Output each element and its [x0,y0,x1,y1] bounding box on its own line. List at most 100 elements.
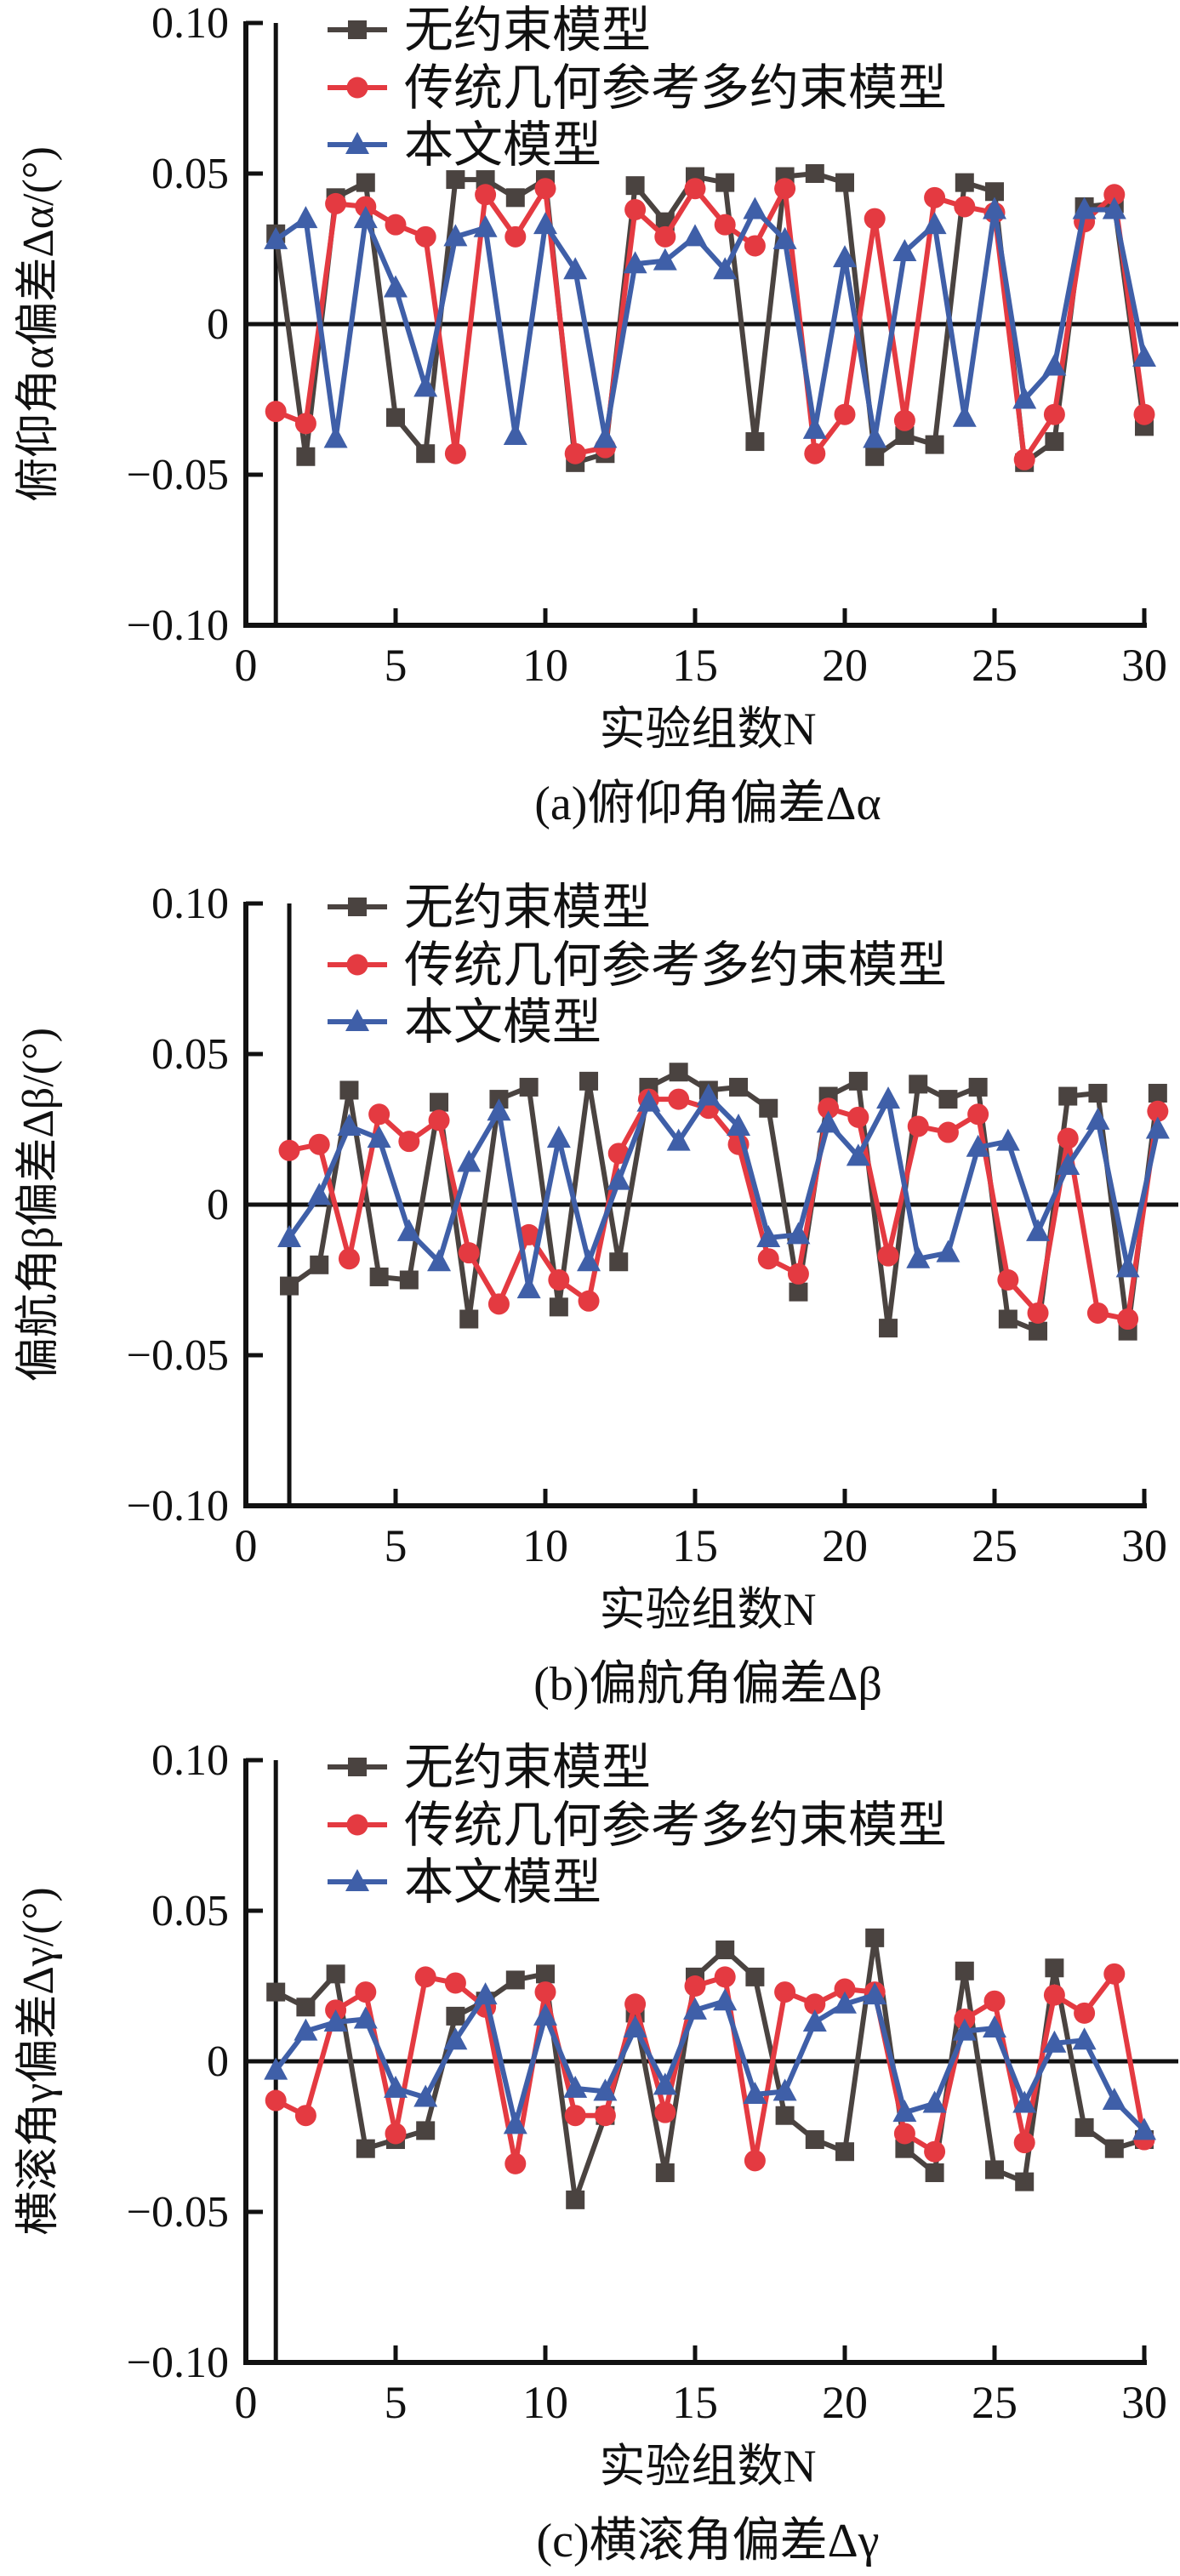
square-marker [895,425,915,445]
circle-marker [265,401,287,423]
series-line [274,205,1147,440]
square-marker [386,407,405,427]
x-tick-label: 20 [822,1520,868,1571]
square-marker [1015,2172,1035,2191]
y-tick-label: −0.05 [127,2188,229,2237]
x-tick-label: 20 [822,640,868,691]
y-tick-label: −0.10 [127,601,229,650]
circle-marker [684,178,706,200]
chart-caption: (c)横滚角偏差Δγ [537,2515,880,2567]
circle-marker [368,1103,390,1126]
circle-marker [893,2123,915,2145]
x-tick-label: 25 [972,640,1018,691]
square-marker [505,1970,525,1990]
legend-label: 本文模型 [404,117,601,173]
square-marker [955,1961,974,1980]
series-unconstrained [280,1063,1167,1341]
circle-marker [1027,1302,1049,1324]
triangle-marker [1012,2090,1037,2113]
square-marker [579,1071,599,1091]
circle-marker [355,1981,377,2003]
square-marker [266,1982,286,2002]
x-tick-label: 5 [385,640,408,691]
triangle-marker [1072,2027,1097,2050]
triangle-marker [345,1869,369,1891]
y-tick-label: 0.05 [151,1887,229,1935]
circle-marker [414,225,436,248]
square-marker [416,2121,436,2140]
triangle-marker [307,1183,332,1205]
legend-item: 本文模型 [328,994,601,1050]
circle-marker [504,225,527,248]
circle-marker [428,1109,450,1131]
circle-marker [1043,403,1065,425]
circle-marker [834,1978,856,2000]
triangle-marker [337,1113,362,1136]
circle-marker [1043,1984,1065,2006]
triangle-marker [277,1224,302,1247]
circle-marker [578,1290,600,1312]
legend-label: 传统几何参考多约束模型 [404,1798,947,1853]
square-marker [865,1928,885,1947]
y-tick-label: −0.10 [127,1482,229,1530]
square-marker [715,173,735,192]
x-tick-label: 10 [522,2377,568,2428]
circle-marker [967,1103,989,1126]
square-marker [505,188,525,208]
square-marker [296,447,316,466]
chart-panel-a: 0.100.050−0.05−0.100 5 10 15 20 25 30实验组数N(a)俯… [14,0,1178,830]
square-marker [848,1071,868,1091]
square-marker [1045,1958,1064,1978]
circle-marker [997,1269,1019,1291]
square-marker [348,1758,367,1776]
triangle-marker [473,1982,498,2005]
series-proposed [264,1982,1156,2140]
circle-marker [548,1269,570,1291]
square-marker [909,1074,928,1094]
circle-marker [294,2105,316,2127]
circle-marker [1133,403,1155,425]
triangle-marker [756,1224,781,1247]
triangle-marker [995,1128,1020,1151]
legend-item: 传统几何参考多约束模型 [328,938,947,993]
y-tick-label: 0 [207,1181,229,1229]
triangle-marker [713,257,738,280]
y-tick-label: −0.05 [127,451,229,499]
circle-marker [654,2101,676,2123]
triangle-marker [892,239,917,262]
square-marker [519,1077,539,1097]
triangle-marker [786,1222,811,1245]
circle-marker [385,2123,407,2145]
square-marker [985,2160,1004,2180]
triangle-marker [294,2018,318,2041]
triangle-marker [666,1128,691,1151]
circle-marker [278,1139,300,1161]
circle-marker [475,184,497,206]
square-marker [356,173,375,192]
circle-marker [714,214,736,236]
y-tick-label: −0.10 [127,2339,229,2387]
triangle-marker [1056,1152,1080,1175]
square-marker [1045,432,1064,452]
triangle-marker [772,2078,797,2101]
square-marker [669,1063,688,1082]
triangle-marker [1145,1116,1170,1139]
circle-marker [385,214,407,236]
circle-marker [398,1131,420,1153]
square-marker [895,2139,915,2158]
x-tick-label: 20 [822,2377,868,2428]
square-marker [536,1964,555,1984]
square-marker [1088,1084,1108,1103]
triangle-marker [1072,197,1097,219]
circle-marker [1074,2002,1096,2024]
square-marker [566,2190,585,2209]
circle-marker [654,225,676,248]
square-marker [1148,1084,1167,1103]
triangle-marker [713,1988,738,2011]
y-tick-label: −0.05 [127,1331,229,1380]
series-line [274,1968,1147,2164]
square-marker [715,1941,735,1960]
circle-marker [937,1121,959,1143]
triangle-marker [846,1143,870,1166]
square-marker [789,1282,808,1302]
